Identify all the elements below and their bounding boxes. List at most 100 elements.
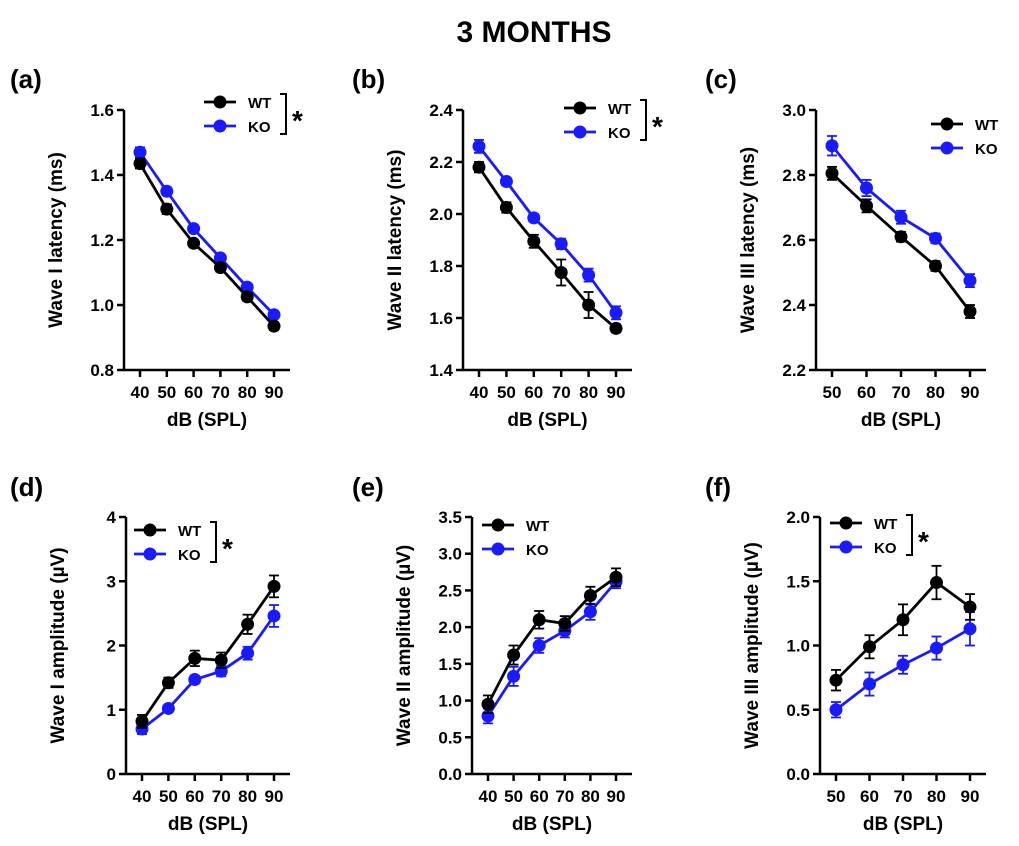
data-point: [188, 673, 202, 687]
data-point: [554, 266, 568, 279]
significance-bracket: [906, 514, 913, 556]
y-tick-label: 2.6: [782, 231, 806, 250]
panel-label: (c): [705, 64, 737, 94]
x-tick-label: 40: [470, 383, 489, 402]
y-tick-label: 0.0: [786, 765, 810, 784]
data-point: [135, 714, 149, 728]
significance-marker: *: [222, 533, 233, 564]
data-point: [267, 609, 281, 623]
data-point: [930, 576, 943, 590]
data-point: [829, 673, 843, 687]
data-point: [507, 648, 521, 662]
data-point: [930, 641, 943, 655]
x-tick-label: 40: [479, 787, 498, 806]
data-point: [133, 145, 147, 159]
y-tick-label: 2.0: [438, 618, 462, 637]
x-axis-label: dB (SPL): [863, 814, 943, 835]
x-axis-label: dB (SPL): [168, 814, 248, 835]
data-point: [267, 319, 281, 333]
significance-marker: *: [918, 526, 929, 557]
legend-label: KO: [608, 125, 631, 142]
legend-label: WT: [248, 95, 271, 112]
chart-panel: (a) 0.8 1.0 1.2 1.4 1.6 40 50 60 70 80 90 dB (SPL) Wa…: [10, 64, 303, 431]
series-ko: [825, 135, 977, 289]
chart-panel: (b) 1.4 1.6 1.8 2.0 2.2 2.4 40 50 60 70 80 90 dB (SPL…: [352, 64, 663, 431]
y-tick-label: 1.5: [438, 655, 462, 674]
chart-panel: (f) 0.0 0.5 1.0 1.5 2.0 50 60 70 80 90 dB (SPL) Wave…: [705, 472, 986, 835]
y-tick-label: 1.2: [90, 231, 114, 250]
x-tick-label: 50: [157, 383, 176, 402]
panel-label: (a): [10, 64, 42, 94]
legend-marker: [940, 117, 954, 131]
series-ko: [481, 574, 623, 725]
x-tick-label: 50: [504, 787, 523, 806]
legend-marker: [839, 516, 853, 530]
data-point: [825, 166, 839, 180]
x-tick-label: 60: [524, 383, 543, 402]
series-wt: [481, 567, 623, 714]
x-tick-label: 90: [607, 383, 626, 402]
x-tick-label: 70: [552, 383, 571, 402]
data-point: [558, 616, 572, 630]
data-point: [241, 646, 255, 660]
x-tick-label: 50: [823, 383, 842, 402]
y-tick-label: 0: [107, 765, 116, 784]
data-point: [860, 181, 873, 195]
data-point: [963, 600, 977, 614]
x-tick-label: 70: [211, 383, 230, 402]
series-ko: [472, 138, 623, 321]
legend-label: KO: [526, 542, 549, 559]
x-tick-label: 60: [184, 383, 203, 402]
significance-marker: *: [292, 105, 303, 136]
x-axis-label: dB (SPL): [167, 410, 247, 431]
x-tick-label: 80: [926, 383, 945, 402]
legend-label: KO: [874, 540, 897, 557]
series-wt: [825, 165, 977, 319]
series-wt: [829, 564, 977, 692]
series-ko: [133, 145, 281, 322]
series-ko: [135, 604, 281, 736]
x-tick-label: 60: [530, 787, 549, 806]
data-point: [929, 259, 942, 273]
y-axis-label: Wave II amplitude (µV): [394, 545, 415, 746]
y-tick-label: 3.5: [438, 508, 462, 527]
series-wt: [472, 160, 623, 335]
y-axis-label: Wave III latency (ms): [738, 147, 759, 333]
data-point: [161, 701, 175, 715]
data-point: [582, 298, 596, 312]
data-point: [609, 306, 623, 320]
data-point: [267, 308, 281, 322]
data-point: [527, 211, 541, 225]
legend-marker: [940, 141, 954, 155]
data-point: [213, 261, 227, 275]
data-point: [240, 280, 254, 294]
legend-label: WT: [975, 117, 998, 134]
data-point: [554, 237, 568, 251]
data-point: [583, 589, 597, 603]
data-point: [825, 139, 839, 153]
significance-bracket: [640, 99, 647, 141]
x-tick-label: 70: [892, 383, 911, 402]
y-tick-label: 3.0: [782, 101, 806, 120]
data-point: [860, 199, 873, 213]
legend-marker: [573, 125, 587, 139]
y-tick-label: 1.0: [786, 637, 810, 656]
y-tick-label: 1.4: [90, 166, 114, 185]
legend-label: WT: [874, 516, 897, 533]
data-point: [472, 160, 486, 174]
data-point: [863, 677, 876, 691]
legend-label: KO: [248, 119, 271, 136]
panel-label: (e): [352, 472, 384, 502]
series-line: [138, 162, 276, 328]
data-point: [609, 321, 623, 335]
data-point: [582, 268, 596, 282]
data-point: [161, 676, 175, 690]
y-tick-label: 2.2: [782, 361, 806, 380]
legend-marker: [143, 547, 157, 561]
significance-marker: *: [652, 111, 663, 142]
panel-label: (b): [352, 64, 385, 94]
x-tick-label: 70: [894, 787, 913, 806]
x-tick-label: 90: [961, 787, 980, 806]
y-tick-label: 1.6: [429, 309, 453, 328]
y-tick-label: 0.0: [438, 765, 462, 784]
